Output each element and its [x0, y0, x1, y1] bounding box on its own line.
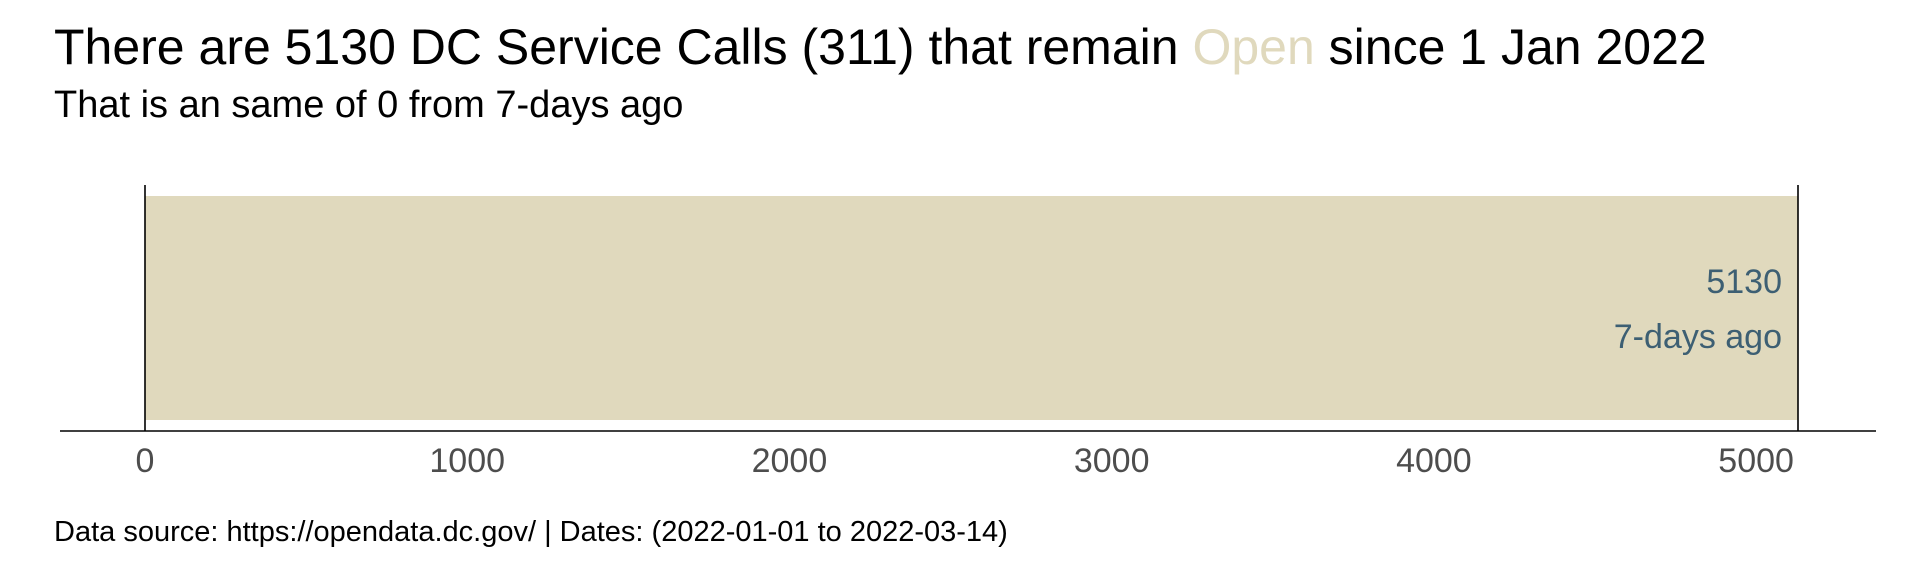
x-tick-label-5000: 5000: [1718, 442, 1794, 480]
bar-label-1: 7-days ago: [1614, 318, 1782, 356]
chart-title: There are 5130 DC Service Calls (311) th…: [54, 18, 1707, 76]
data-source-caption: Data source: https://opendata.dc.gov/ | …: [54, 516, 1008, 548]
bar-0: [145, 196, 1798, 420]
x-tick-label-2000: 2000: [752, 442, 828, 480]
bar-label-0: 5130: [1706, 263, 1782, 301]
title-highlight-open: Open: [1192, 19, 1315, 75]
title-prefix: There are 5130 DC Service Calls (311) th…: [54, 19, 1193, 75]
x-tick-label-1000: 1000: [429, 442, 505, 480]
x-tick-label-4000: 4000: [1396, 442, 1472, 480]
x-tick-label-0: 0: [136, 442, 155, 480]
chart-subtitle: That is an same of 0 from 7-days ago: [54, 84, 684, 126]
x-tick-label-3000: 3000: [1074, 442, 1150, 480]
title-suffix: since 1 Jan 2022: [1314, 19, 1707, 75]
